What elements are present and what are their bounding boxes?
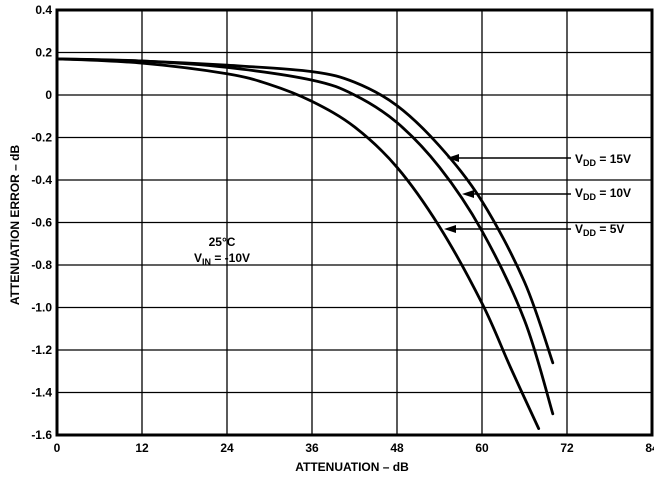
series-line-0: [55, 57, 555, 365]
vin-condition: VIN = -10V: [194, 251, 250, 267]
x-tick-label-2: 24: [220, 441, 234, 455]
y-tick-label-5: -0.6: [31, 216, 52, 230]
x-tick-label-3: 36: [305, 441, 319, 455]
legend-entry-2: VDD = 5V: [444, 222, 624, 238]
x-tick-label-4: 48: [390, 441, 404, 455]
y-tick-labels: 0.4 0.2 0 -0.2 -0.4 -0.6 -0.8 -1.0 -1.2 -1.4 -1.6: [31, 3, 52, 442]
y-tick-label-4: -0.4: [31, 173, 52, 187]
grid: [56, 9, 653, 436]
x-tick-label-1: 12: [135, 441, 149, 455]
x-axis-title: ATTENUATION – dB: [295, 460, 409, 474]
legend-label-2: VDD = 5V: [575, 222, 624, 238]
y-tick-label-10: -1.6: [31, 428, 52, 442]
series-line-2: [55, 57, 541, 430]
legend-label-1: VDD = 10V: [575, 186, 631, 202]
y-tick-label-1: 0.2: [35, 46, 52, 60]
y-tick-label-3: -0.2: [31, 131, 52, 145]
legend-entry-1: VDD = 10V: [462, 186, 631, 202]
legend-label-0: VDD = 15V: [575, 152, 631, 168]
x-tick-labels: 0 12 24 36 48 60 72 84: [54, 441, 654, 455]
y-axis-title: ATTENUATION ERROR – dB: [8, 145, 22, 306]
legend-arrow-head-0: [447, 154, 459, 162]
legend-arrow-head-1: [462, 190, 474, 198]
y-tick-label-2: 0: [45, 88, 52, 102]
x-tick-label-0: 0: [54, 441, 61, 455]
y-tick-label-0: 0.4: [35, 3, 52, 17]
plot-frame: [55, 8, 654, 437]
x-tick-label-7: 84: [645, 441, 654, 455]
y-tick-label-6: -0.8: [31, 258, 52, 272]
y-tick-label-7: -1.0: [31, 301, 52, 315]
series-layer: [55, 57, 555, 430]
legend: VDD = 15V VDD = 10V VDD = 5V: [444, 152, 631, 238]
y-tick-label-8: -1.2: [31, 343, 52, 357]
legend-entry-0: VDD = 15V: [447, 152, 631, 168]
y-tick-label-9: -1.4: [31, 386, 52, 400]
x-tick-label-5: 60: [475, 441, 489, 455]
legend-arrow-head-2: [444, 225, 456, 233]
x-tick-label-6: 72: [560, 441, 574, 455]
series-line-1: [55, 57, 555, 416]
temperature-condition: 25°C: [209, 235, 236, 249]
